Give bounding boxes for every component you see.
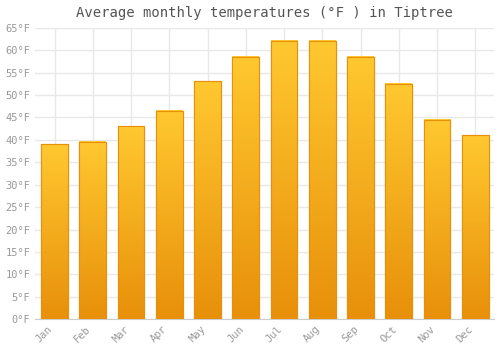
Bar [232, 57, 259, 319]
Bar [194, 82, 221, 319]
Title: Average monthly temperatures (°F ) in Tiptree: Average monthly temperatures (°F ) in Ti… [76, 6, 454, 20]
Bar [41, 144, 68, 319]
Bar [270, 41, 297, 319]
Bar [347, 57, 374, 319]
Bar [386, 84, 412, 319]
Bar [462, 135, 488, 319]
Bar [156, 111, 182, 319]
Bar [80, 142, 106, 319]
Bar [118, 126, 144, 319]
Bar [118, 126, 144, 319]
Bar [309, 41, 336, 319]
Bar [386, 84, 412, 319]
Bar [309, 41, 336, 319]
Bar [424, 120, 450, 319]
Bar [156, 111, 182, 319]
Bar [194, 82, 221, 319]
Bar [270, 41, 297, 319]
Bar [80, 142, 106, 319]
Bar [232, 57, 259, 319]
Bar [462, 135, 488, 319]
Bar [41, 144, 68, 319]
Bar [347, 57, 374, 319]
Bar [424, 120, 450, 319]
